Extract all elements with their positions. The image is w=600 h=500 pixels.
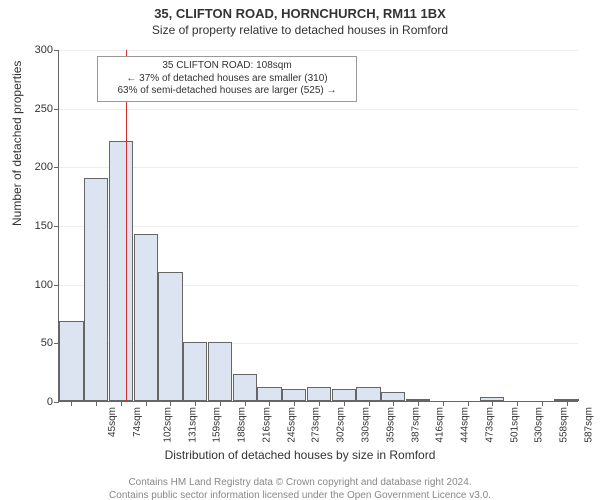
- x-tick-mark: [220, 401, 221, 406]
- x-tick-label: 188sqm: [237, 405, 248, 443]
- x-tick-mark: [492, 401, 493, 406]
- x-tick-mark: [269, 401, 270, 406]
- x-tick-label: 416sqm: [435, 405, 446, 443]
- bar: [381, 392, 405, 401]
- bar: [233, 374, 257, 401]
- x-tick-mark: [542, 401, 543, 406]
- x-tick-mark: [146, 401, 147, 406]
- bar: [183, 342, 207, 401]
- x-tick-label: 45sqm: [107, 405, 118, 437]
- y-axis-label: Number of detached properties: [10, 61, 24, 226]
- x-tick-label: 444sqm: [460, 405, 471, 443]
- x-tick-label: 473sqm: [484, 405, 495, 443]
- bar: [158, 272, 182, 401]
- bar: [282, 389, 306, 401]
- x-tick-label: 558sqm: [559, 405, 570, 443]
- bar: [257, 387, 281, 401]
- x-tick-mark: [567, 401, 568, 406]
- x-tick-mark: [369, 401, 370, 406]
- plot-area: 05010015020025030045sqm74sqm102sqm131sqm…: [58, 50, 578, 402]
- x-tick-mark: [71, 401, 72, 406]
- x-tick-label: 501sqm: [509, 405, 520, 443]
- credits-line-1: Contains HM Land Registry data © Crown c…: [0, 477, 600, 490]
- bar: [307, 387, 331, 401]
- bar: [84, 178, 108, 401]
- y-tick-label: 150: [35, 220, 59, 232]
- x-tick-mark: [418, 401, 419, 406]
- x-axis-label: Distribution of detached houses by size …: [0, 448, 600, 462]
- x-tick-label: 330sqm: [361, 405, 372, 443]
- x-tick-label: 131sqm: [187, 405, 198, 443]
- x-tick-mark: [294, 401, 295, 406]
- annotation-line: ← 37% of detached houses are smaller (31…: [104, 73, 350, 86]
- annotation-box: 35 CLIFTON ROAD: 108sqm← 37% of detached…: [97, 56, 357, 102]
- x-tick-label: 102sqm: [162, 405, 173, 443]
- x-tick-label: 587sqm: [583, 405, 594, 443]
- x-tick-mark: [393, 401, 394, 406]
- x-tick-mark: [517, 401, 518, 406]
- chart-subtitle: Size of property relative to detached ho…: [0, 23, 600, 37]
- bar: [109, 141, 133, 401]
- y-tick-label: 50: [41, 337, 59, 349]
- bar: [59, 321, 83, 401]
- y-tick-label: 100: [35, 279, 59, 291]
- credits-line-2: Contains public sector information licen…: [0, 490, 600, 500]
- credits: Contains HM Land Registry data © Crown c…: [0, 477, 600, 500]
- chart-title: 35, CLIFTON ROAD, HORNCHURCH, RM11 1BX: [0, 6, 600, 21]
- bar: [356, 387, 380, 401]
- x-tick-label: 359sqm: [385, 405, 396, 443]
- x-tick-label: 245sqm: [286, 405, 297, 443]
- x-tick-mark: [170, 401, 171, 406]
- x-tick-mark: [468, 401, 469, 406]
- x-tick-label: 273sqm: [311, 405, 322, 443]
- x-tick-label: 302sqm: [336, 405, 347, 443]
- x-tick-mark: [96, 401, 97, 406]
- reference-line: [126, 50, 127, 401]
- y-tick-label: 200: [35, 161, 59, 173]
- y-tick-label: 0: [47, 396, 59, 408]
- y-tick-label: 300: [35, 44, 59, 56]
- x-tick-mark: [319, 401, 320, 406]
- bar: [332, 389, 356, 401]
- annotation-line: 35 CLIFTON ROAD: 108sqm: [104, 60, 350, 73]
- x-tick-label: 159sqm: [212, 405, 223, 443]
- bar: [208, 342, 232, 401]
- annotation-line: 63% of semi-detached houses are larger (…: [104, 85, 350, 98]
- bar: [134, 234, 158, 401]
- x-tick-mark: [195, 401, 196, 406]
- x-tick-label: 387sqm: [410, 405, 421, 443]
- x-tick-label: 216sqm: [262, 405, 273, 443]
- x-tick-label: 74sqm: [132, 405, 143, 437]
- y-tick-label: 250: [35, 103, 59, 115]
- x-tick-mark: [121, 401, 122, 406]
- x-tick-label: 530sqm: [534, 405, 545, 443]
- x-tick-mark: [344, 401, 345, 406]
- x-tick-mark: [245, 401, 246, 406]
- x-tick-mark: [443, 401, 444, 406]
